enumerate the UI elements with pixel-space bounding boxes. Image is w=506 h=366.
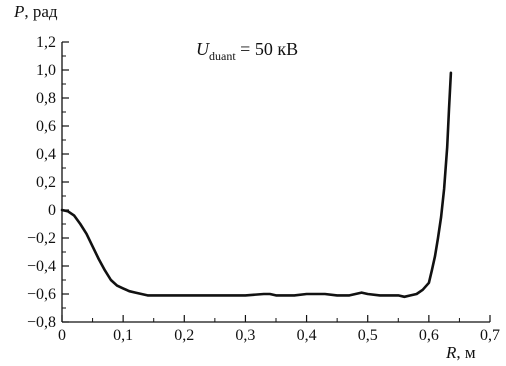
y-tick-label: 1,2 <box>36 34 56 51</box>
y-tick-label: −0,4 <box>27 258 56 275</box>
x-axis-unit: , м <box>456 343 476 362</box>
x-tick-label: 0,1 <box>113 327 133 344</box>
y-tick-label: −0,6 <box>27 286 56 303</box>
annotation-value: = 50 кВ <box>236 39 298 59</box>
x-tick-label: 0,4 <box>297 327 317 344</box>
y-tick-label: 0,6 <box>36 118 56 135</box>
y-tick-label: 0 <box>48 202 56 219</box>
series-line <box>60 71 453 299</box>
y-tick-label: 0,8 <box>36 90 56 107</box>
x-tick-label: 0 <box>58 327 66 344</box>
voltage-annotation: Uduant = 50 кВ <box>196 39 298 63</box>
axes <box>61 42 490 323</box>
x-tick-label: 0,2 <box>174 327 194 344</box>
y-axis-label: P, рад <box>13 2 58 21</box>
x-tick-label: 0,7 <box>480 327 500 344</box>
series-group <box>60 71 453 299</box>
y-tick-label: −0,2 <box>27 230 56 247</box>
y-tick-label: 0,2 <box>36 174 56 191</box>
x-axis-symbol: R <box>445 343 457 362</box>
x-axis-label: R, м <box>445 343 476 362</box>
annotation-subscript: duant <box>209 49 236 63</box>
y-axis-symbol: P <box>13 2 24 21</box>
x-ticks: 0 0,1 0,2 0,3 0,4 0,5 0,6 0,7 <box>58 315 500 344</box>
annotation-base: U <box>196 39 210 59</box>
x-tick-label: 0,5 <box>358 327 378 344</box>
x-tick-label: 0,6 <box>419 327 439 344</box>
y-tick-label: −0,8 <box>27 314 56 331</box>
y-ticks: 1,2 1,0 0,8 0,6 0,4 0,2 0 −0,2 −0,4 −0,6 −0,8 <box>27 34 69 331</box>
y-axis-unit: , рад <box>24 2 58 21</box>
x-tick-label: 0,3 <box>235 327 255 344</box>
y-tick-label: 1,0 <box>36 62 56 79</box>
y-tick-label: 0,4 <box>36 146 56 163</box>
